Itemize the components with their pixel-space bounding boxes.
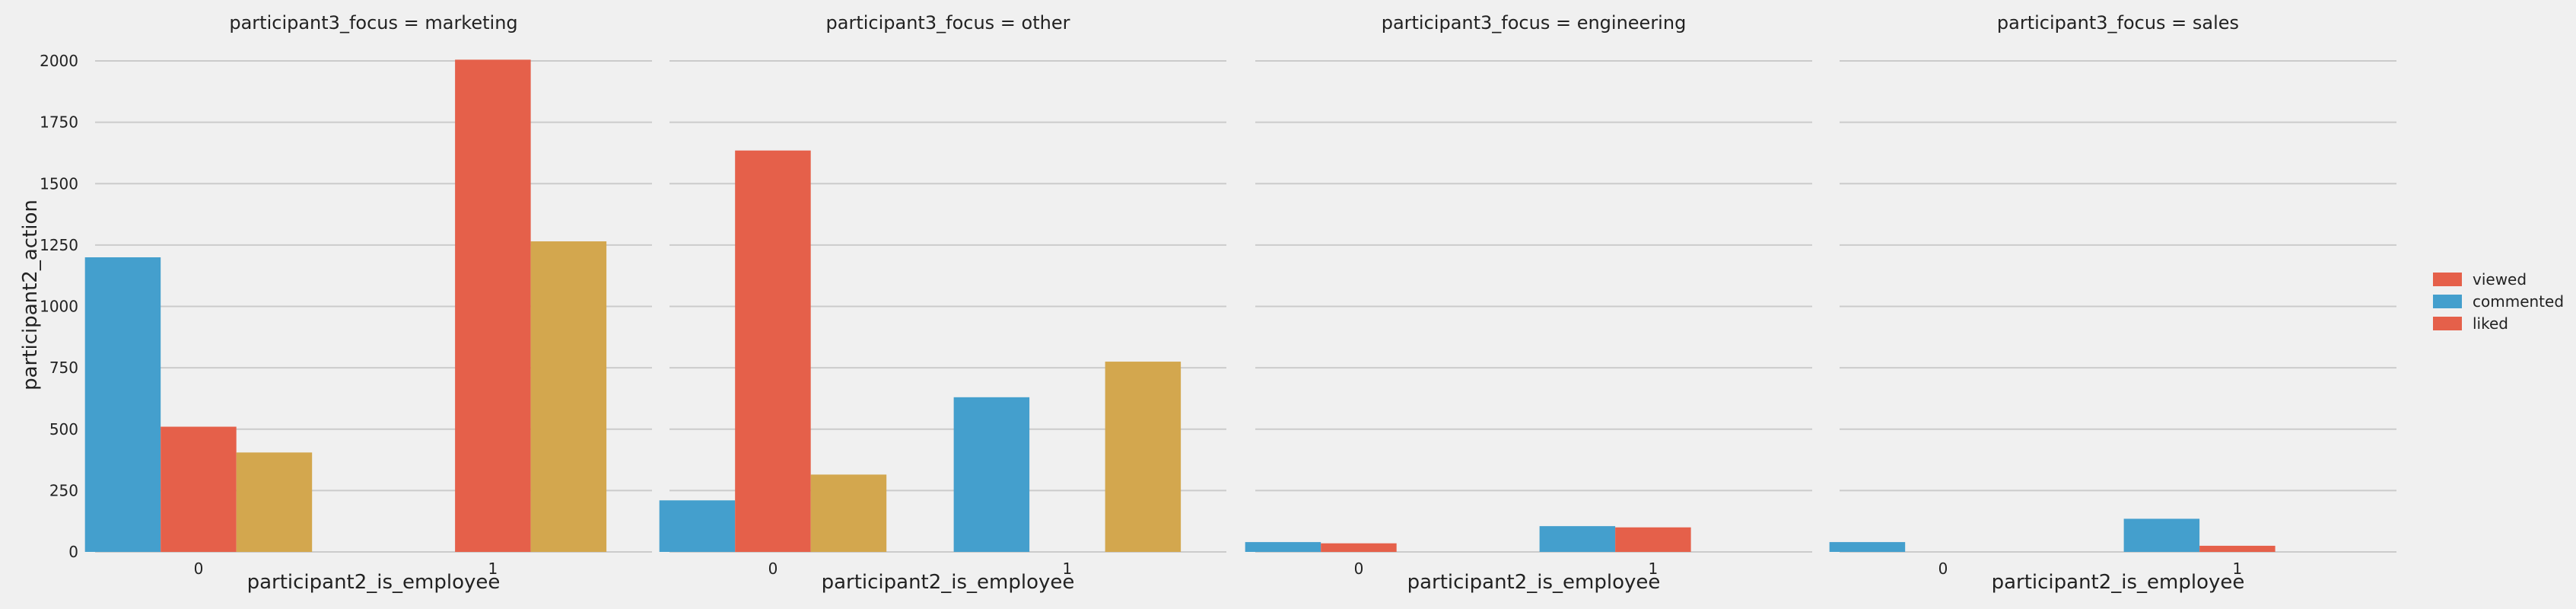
legend-swatch-viewed	[2433, 273, 2462, 286]
y-tick-label: 2000	[40, 52, 78, 70]
bar-commented-0	[84, 257, 161, 552]
y-tick-label: 1500	[40, 174, 78, 193]
y-tick-label: 500	[49, 420, 78, 438]
x-tick-label: 0	[194, 560, 204, 578]
bar-liked-0	[236, 452, 313, 552]
bar-viewed-0	[161, 426, 237, 552]
x-axis-label: participant2_is_employee	[1407, 571, 1661, 594]
legend-label: commented	[2473, 292, 2564, 311]
x-tick-label: 1	[1649, 560, 1658, 578]
x-tick-label: 0	[768, 560, 778, 578]
x-axis-label: participant2_is_employee	[1992, 571, 2245, 594]
y-tick-label: 1750	[40, 113, 78, 132]
bar-liked-1	[530, 241, 607, 552]
bar-viewed-1	[2199, 545, 2275, 552]
panel-title: participant3_focus = other	[826, 12, 1070, 33]
y-tick-label: 0	[68, 543, 78, 561]
bar-liked-0	[810, 474, 887, 552]
legend-swatch-commented	[2433, 295, 2462, 308]
x-axis-label: participant2_is_employee	[822, 571, 1075, 594]
bar-commented-1	[2123, 518, 2200, 552]
panel-title: participant3_focus = sales	[1997, 12, 2239, 33]
panel-title: participant3_focus = engineering	[1382, 12, 1687, 33]
x-tick-label: 0	[1354, 560, 1364, 578]
x-tick-label: 0	[1938, 560, 1948, 578]
bar-commented-1	[1539, 526, 1616, 552]
legend-label: liked	[2473, 314, 2508, 333]
bar-commented-0	[659, 500, 736, 552]
legend-swatch-liked	[2433, 317, 2462, 330]
bar-viewed-1	[1615, 527, 1691, 552]
x-tick-label: 1	[2233, 560, 2243, 578]
y-tick-label: 750	[49, 359, 78, 377]
y-tick-label: 1000	[40, 298, 78, 316]
y-tick-label: 1250	[40, 236, 78, 254]
bar-viewed-0	[1321, 543, 1397, 552]
bar-viewed-1	[455, 59, 531, 552]
x-tick-label: 1	[488, 560, 498, 578]
y-tick-label: 250	[49, 481, 78, 499]
y-axis-label: participant2_action	[19, 199, 42, 391]
legend-label: viewed	[2473, 270, 2527, 289]
bar-commented-0	[1245, 542, 1321, 552]
bar-liked-1	[1105, 362, 1181, 552]
bar-commented-1	[953, 397, 1030, 552]
bar-viewed-0	[735, 150, 811, 552]
x-tick-label: 1	[1063, 560, 1073, 578]
panel-title: participant3_focus = marketing	[229, 12, 517, 33]
bar-commented-0	[1829, 542, 1906, 552]
x-axis-label: participant2_is_employee	[247, 571, 501, 594]
